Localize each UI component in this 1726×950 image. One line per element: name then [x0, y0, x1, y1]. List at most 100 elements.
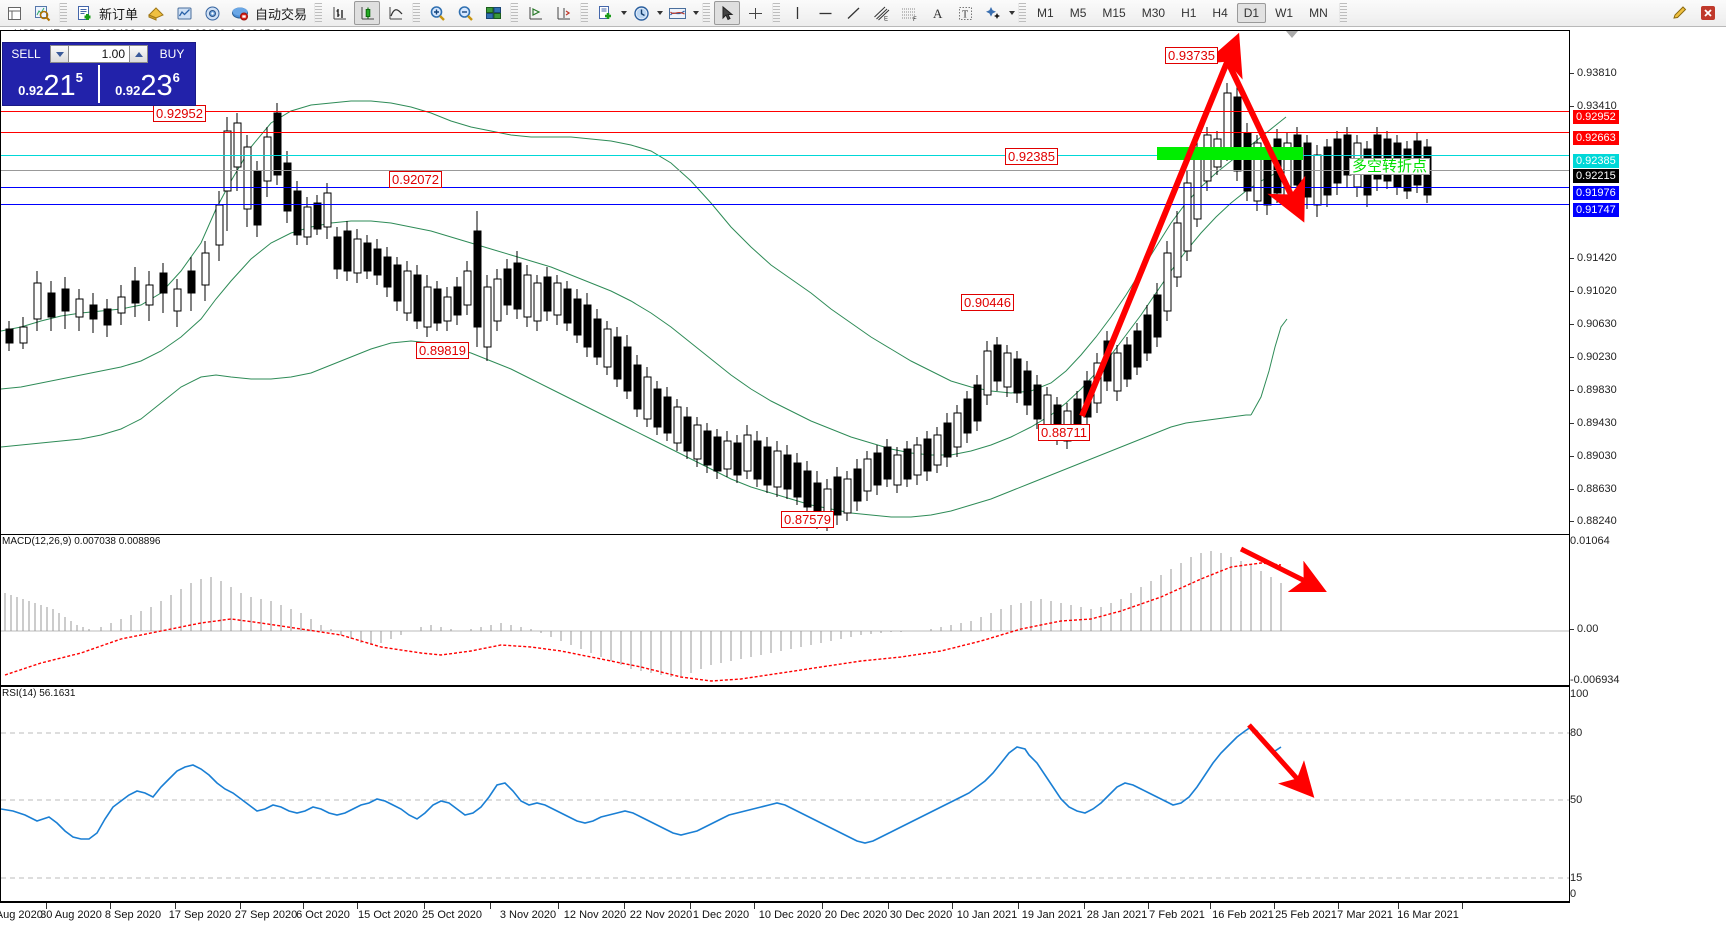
buy-price-sup: 6 [172, 70, 180, 85]
price-chart-canvas[interactable] [1, 31, 1569, 534]
x-tick [424, 903, 425, 909]
horizontal-line-icon[interactable] [812, 1, 838, 25]
expert-advisor-icon[interactable] [143, 1, 169, 25]
buy-price-big: 23 [140, 70, 173, 102]
new-order-icon[interactable] [71, 1, 97, 25]
volume-increase-button[interactable] [129, 45, 148, 63]
bar-chart-icon[interactable] [326, 1, 352, 25]
buy-price-prefix: 0.92 [115, 83, 141, 98]
fibonacci-icon[interactable]: F [896, 1, 922, 25]
new-order-label[interactable]: 新订单 [99, 6, 139, 22]
navigator-icon[interactable] [199, 1, 225, 25]
cursor-icon[interactable] [714, 1, 741, 25]
equidistant-channel-icon[interactable]: E [868, 1, 894, 25]
template-icon[interactable] [1, 1, 27, 25]
indicators-icon[interactable] [664, 1, 690, 25]
toolbar-separator [59, 3, 67, 23]
objects-icon[interactable] [980, 1, 1006, 25]
timeframe-h4[interactable]: H4 [1212, 6, 1228, 20]
svg-text:T: T [962, 9, 968, 20]
x-label: 6 Oct 2020 [296, 909, 350, 921]
timeframe-m15[interactable]: M15 [1102, 6, 1126, 20]
vertical-line-icon[interactable] [784, 1, 810, 25]
templates-dropdown-caret[interactable] [621, 11, 628, 15]
candlestick-chart-icon[interactable] [354, 1, 381, 25]
trendline-icon[interactable] [840, 1, 866, 25]
level-line-092663[interactable] [1, 132, 1569, 133]
indicators-dropdown-caret[interactable] [693, 11, 700, 15]
auto-scroll-icon[interactable] [550, 1, 576, 25]
x-tick [558, 903, 559, 909]
timeframe-mn[interactable]: MN [1309, 6, 1328, 20]
level-line-091747[interactable] [1, 204, 1569, 205]
sell-price[interactable]: 0.92 21 5 [3, 65, 100, 103]
templates-icon[interactable] [592, 1, 618, 25]
x-tick [240, 903, 241, 909]
timeframe-m1[interactable]: M1 [1037, 6, 1054, 20]
period-dropdown-caret[interactable] [657, 11, 664, 15]
price-tag-092215-current[interactable]: 0.92215 [1573, 169, 1619, 183]
level-line-092385[interactable] [1, 155, 1569, 156]
period-icon[interactable] [628, 1, 654, 25]
volume-decrease-button[interactable] [50, 45, 69, 63]
timeframe-m5[interactable]: M5 [1069, 6, 1087, 20]
price-label-092952[interactable]: 0.92952 [153, 105, 206, 122]
axis-tick: 50 [1570, 794, 1583, 806]
price-label-092385[interactable]: 0.92385 [1005, 148, 1058, 165]
price-label-089819[interactable]: 0.89819 [416, 342, 469, 359]
auto-trading-label[interactable]: 自动交易 [255, 6, 308, 22]
cursor-marker-icon [1286, 31, 1298, 38]
zoom-in-icon[interactable] [424, 1, 450, 25]
level-line-092215[interactable] [1, 170, 1569, 171]
tile-windows-icon[interactable] [480, 1, 506, 25]
buy-price[interactable]: 0.92 23 6 [100, 65, 195, 103]
crosshair-icon[interactable] [742, 1, 768, 25]
x-label: 16 Mar 2021 [1397, 909, 1459, 921]
pencil-icon[interactable] [1667, 1, 1693, 25]
line-chart-icon[interactable] [382, 1, 408, 25]
zoom-region-icon[interactable] [29, 1, 55, 25]
auto-trading-icon[interactable] [227, 1, 253, 25]
support-zone-highlight[interactable] [1157, 147, 1303, 160]
price-label-093735[interactable]: 0.93735 [1165, 47, 1218, 64]
macd-canvas[interactable] [1, 535, 1569, 685]
trade-panel-top-row: SELL 1.00 BUY [3, 43, 195, 65]
x-tick [754, 903, 755, 909]
text-icon[interactable]: A [924, 1, 950, 25]
price-tag-092663[interactable]: 0.92663 [1573, 131, 1619, 145]
volume-input[interactable]: 1.00 [69, 45, 129, 63]
volume-stepper[interactable]: 1.00 [50, 45, 148, 63]
price-label-092072[interactable]: 0.92072 [389, 171, 442, 188]
text-label-icon[interactable]: T [952, 1, 978, 25]
price-tag-092385[interactable]: 0.92385 [1573, 154, 1619, 168]
price-label-087579[interactable]: 0.87579 [781, 511, 834, 528]
level-line-091976[interactable] [1, 187, 1569, 188]
timeframe-h1[interactable]: H1 [1181, 6, 1197, 20]
price-tag-091747[interactable]: 0.91747 [1573, 203, 1619, 217]
chart-shift-icon[interactable] [522, 1, 548, 25]
objects-dropdown-caret[interactable] [1009, 11, 1016, 15]
price-tag-091976[interactable]: 0.91976 [1573, 186, 1619, 200]
timeframe-m30[interactable]: M30 [1141, 6, 1166, 20]
sell-button[interactable]: SELL [11, 47, 41, 61]
level-line-092952[interactable] [1, 111, 1569, 112]
market-watch-icon[interactable] [171, 1, 197, 25]
timeframe-d1[interactable]: D1 [1236, 3, 1267, 23]
x-tick [952, 903, 953, 909]
time-axis[interactable]: 21 Aug 2020 30 Aug 2020 8 Sep 2020 17 Se… [0, 902, 1570, 950]
x-tick [822, 903, 823, 909]
axis-tick: 0.91020 [1570, 285, 1617, 297]
one-click-trading-panel[interactable]: SELL 1.00 BUY 0.92 21 5 0.92 23 6 [2, 42, 196, 106]
x-label: 1 Dec 2020 [692, 909, 750, 921]
turning-point-note[interactable]: 多空转折点 [1349, 158, 1431, 175]
toolbar-separator [580, 3, 589, 23]
zoom-out-icon[interactable] [452, 1, 478, 25]
price-tag-092952[interactable]: 0.92952 [1573, 110, 1619, 124]
price-label-090446[interactable]: 0.90446 [961, 294, 1014, 311]
price-label-088711[interactable]: 0.88711 [1038, 424, 1091, 441]
close-icon[interactable] [1695, 1, 1721, 25]
buy-button[interactable]: BUY [159, 47, 185, 61]
timeframe-w1[interactable]: W1 [1275, 6, 1294, 20]
toolbar-separator [314, 3, 323, 23]
rsi-canvas[interactable] [1, 687, 1569, 901]
